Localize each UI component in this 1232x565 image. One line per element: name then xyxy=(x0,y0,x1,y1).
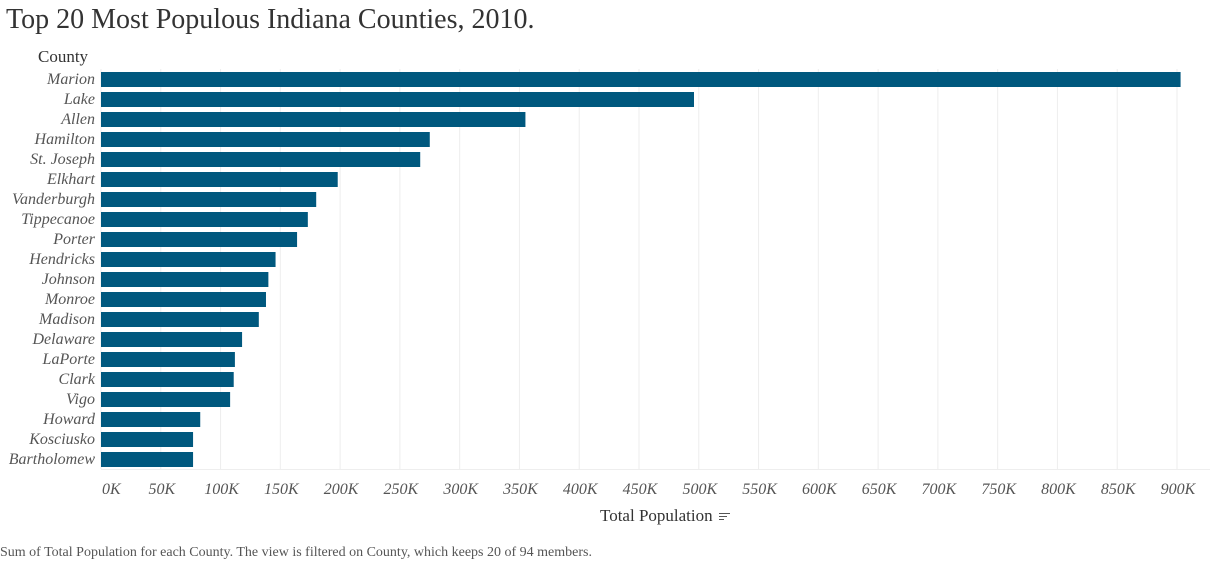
category-label[interactable]: Vanderburgh xyxy=(12,191,95,208)
bar-clark[interactable] xyxy=(101,372,234,387)
bar-vanderburgh[interactable] xyxy=(101,192,317,207)
category-label[interactable]: Delaware xyxy=(31,331,95,348)
category-label[interactable]: Howard xyxy=(42,411,96,428)
bar-vigo[interactable] xyxy=(101,392,231,407)
bar-hamilton[interactable] xyxy=(101,132,430,147)
x-tick-label: 550K xyxy=(742,481,778,498)
category-label[interactable]: Madison xyxy=(38,311,95,328)
category-label[interactable]: Hamilton xyxy=(34,131,95,148)
bar-marion[interactable] xyxy=(101,72,1181,87)
category-label[interactable]: Hendricks xyxy=(28,251,95,268)
category-label[interactable]: Tippecanoe xyxy=(21,211,95,228)
x-tick-label: 0K xyxy=(102,481,122,498)
category-label[interactable]: Marion xyxy=(46,71,95,88)
bar-allen[interactable] xyxy=(101,112,526,127)
bar-madison[interactable] xyxy=(101,312,259,327)
bar-johnson[interactable] xyxy=(101,272,269,287)
bar-hendricks[interactable] xyxy=(101,252,276,267)
x-tick-label: 800K xyxy=(1041,481,1077,498)
bar-monroe[interactable] xyxy=(101,292,266,307)
gridlines xyxy=(100,69,1210,470)
category-label[interactable]: Allen xyxy=(60,111,95,128)
bar-tippecanoe[interactable] xyxy=(101,212,308,227)
bar-st-joseph[interactable] xyxy=(101,152,421,167)
sort-icon[interactable] xyxy=(718,512,730,521)
category-label[interactable]: LaPorte xyxy=(42,351,95,368)
x-axis-title: Total Population xyxy=(600,506,730,526)
x-tick-label: 150K xyxy=(264,481,300,498)
x-tick-label: 750K xyxy=(981,481,1017,498)
x-tick-label: 500K xyxy=(682,481,718,498)
bar-laporte[interactable] xyxy=(101,352,235,367)
x-tick-label: 400K xyxy=(563,481,599,498)
bars xyxy=(101,72,1181,467)
x-tick-label: 250K xyxy=(384,481,420,498)
bar-kosciusko[interactable] xyxy=(101,432,194,447)
x-tick-label: 700K xyxy=(922,481,958,498)
bar-elkhart[interactable] xyxy=(101,172,338,187)
bar-howard[interactable] xyxy=(101,412,201,427)
x-axis-label: Total Population xyxy=(600,506,713,525)
x-tick-label: 200K xyxy=(324,481,360,498)
chart-title: Top 20 Most Populous Indiana Counties, 2… xyxy=(6,4,535,35)
x-tick-label: 350K xyxy=(502,481,539,498)
bar-chart: Marion Lake Allen Hamilton St. Joseph Elkhart… xyxy=(9,69,1210,498)
bar-lake[interactable] xyxy=(101,92,694,107)
x-tick-labels: 0K 50K 100K 150K 200K 250K 300K 350K 400K 450K 500… xyxy=(102,481,1197,498)
x-tick-label: 850K xyxy=(1101,481,1137,498)
category-label[interactable]: Porter xyxy=(52,231,96,248)
category-label[interactable]: St. Joseph xyxy=(30,151,95,168)
category-labels: Marion Lake Allen Hamilton St. Joseph Elkhart… xyxy=(9,71,96,468)
x-tick-label: 900K xyxy=(1161,481,1197,498)
bar-delaware[interactable] xyxy=(101,332,243,347)
x-tick-label: 300K xyxy=(442,481,479,498)
x-tick-label: 600K xyxy=(802,481,838,498)
row-header-county[interactable]: County xyxy=(38,47,89,66)
bar-bartholomew[interactable] xyxy=(101,452,194,467)
category-label[interactable]: Elkhart xyxy=(46,171,96,188)
x-tick-label: 450K xyxy=(623,481,659,498)
x-tick-label: 650K xyxy=(862,481,898,498)
category-label[interactable]: Johnson xyxy=(42,271,95,288)
footnote: Sum of Total Population for each County.… xyxy=(0,545,592,560)
category-label[interactable]: Monroe xyxy=(44,291,95,308)
x-tick-label: 100K xyxy=(204,481,240,498)
category-label[interactable]: Bartholomew xyxy=(9,451,96,468)
bar-porter[interactable] xyxy=(101,232,298,247)
category-label[interactable]: Lake xyxy=(63,91,95,108)
x-tick-label: 50K xyxy=(148,481,176,498)
category-label[interactable]: Clark xyxy=(59,371,96,388)
category-label[interactable]: Kosciusko xyxy=(28,431,95,448)
category-label[interactable]: Vigo xyxy=(66,391,95,408)
